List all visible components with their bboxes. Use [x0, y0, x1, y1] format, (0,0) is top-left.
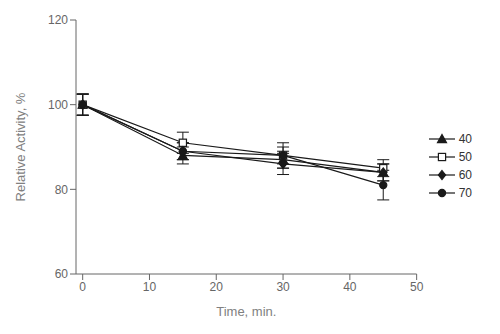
svg-text:60: 60	[55, 267, 69, 281]
svg-text:0: 0	[79, 280, 86, 294]
html-text:60: 60	[458, 168, 472, 182]
html-text:50: 50	[458, 150, 472, 164]
svg-text:80: 80	[55, 183, 69, 197]
html-text:70: 70	[458, 186, 472, 200]
html-text:40: 40	[458, 132, 472, 146]
svg-text:10: 10	[143, 280, 157, 294]
svg-text:120: 120	[48, 13, 68, 27]
svg-text:30: 30	[276, 280, 290, 294]
svg-text:20: 20	[210, 280, 224, 294]
svg-text:Relative Activity, %: Relative Activity, %	[13, 92, 28, 201]
svg-text:100: 100	[48, 98, 68, 112]
svg-text:50: 50	[410, 280, 424, 294]
svg-text:40: 40	[343, 280, 357, 294]
svg-text:Time, min.: Time, min.	[216, 304, 276, 319]
